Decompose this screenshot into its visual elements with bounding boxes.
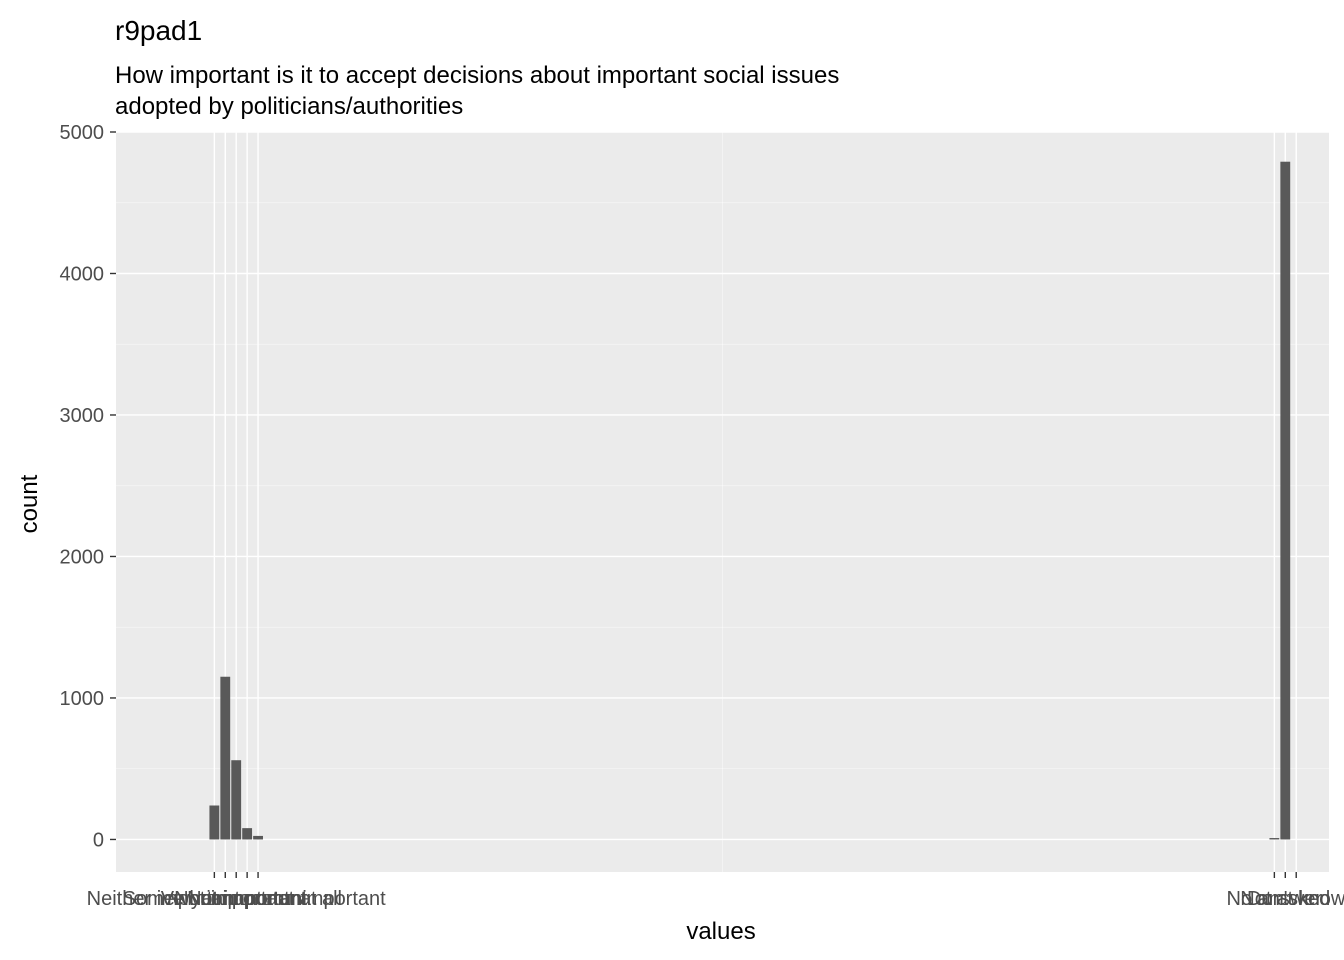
x-tick-label: Neither important nor unimportant bbox=[87, 888, 386, 910]
x-tick-label: Very important bbox=[161, 888, 290, 910]
y-tick-label: 2000 bbox=[60, 546, 105, 568]
bar bbox=[209, 805, 220, 840]
x-axis-title: values bbox=[686, 918, 755, 945]
x-tick-label: Not important at all bbox=[174, 888, 342, 910]
bar bbox=[1280, 161, 1291, 840]
x-tick-label: Don't know bbox=[1247, 888, 1344, 910]
y-axis-title: count bbox=[16, 474, 43, 533]
chart-title: r9pad1 bbox=[115, 15, 202, 46]
gridlines bbox=[116, 131, 1329, 872]
y-tick-label: 1000 bbox=[60, 688, 105, 710]
y-tick-label: 5000 bbox=[60, 122, 105, 144]
x-tick-label: Not asked bbox=[1240, 888, 1330, 910]
bar bbox=[220, 676, 231, 840]
y-tick-label: 4000 bbox=[60, 263, 105, 285]
bar bbox=[1269, 838, 1280, 840]
y-tick-label: 3000 bbox=[60, 405, 105, 427]
y-tick-label: 0 bbox=[93, 829, 104, 851]
x-tick-label: No answer bbox=[1227, 888, 1323, 910]
chart-subtitle-line-1: How important is it to accept decisions … bbox=[115, 62, 839, 89]
bar bbox=[231, 760, 242, 840]
chart-subtitle-line-2: adopted by politicians/authorities bbox=[115, 93, 463, 120]
bars bbox=[209, 161, 1291, 840]
bar bbox=[253, 835, 263, 840]
y-axis: 0 1000 2000 3000 4000 5000 bbox=[60, 122, 116, 851]
x-tick-label: Somewhat important bbox=[123, 888, 307, 910]
x-tick-label: Not important bbox=[187, 888, 307, 910]
bar bbox=[242, 828, 253, 840]
